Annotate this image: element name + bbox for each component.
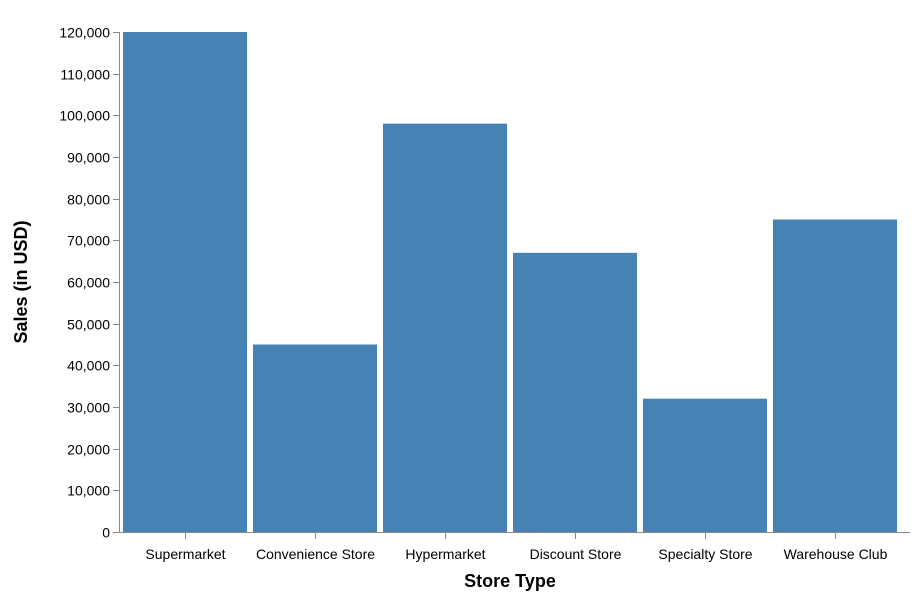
bar-hypermarket[interactable] (383, 123, 507, 533)
y-tick-label: 120,000 (59, 25, 110, 41)
x-tick-label: Warehouse Club (784, 546, 888, 562)
y-tick-label: 60,000 (67, 275, 110, 291)
x-tick-label: Supermarket (145, 546, 225, 562)
y-tick-label: 40,000 (67, 358, 110, 374)
y-tick-label: 80,000 (67, 192, 110, 208)
bar-warehouse-club[interactable] (773, 219, 897, 533)
x-tick-label: Hypermarket (405, 546, 485, 562)
bar-supermarket[interactable] (123, 32, 247, 532)
y-axis-title: Sales (in USD) (11, 220, 31, 343)
y-axis: 0 10,000 20,000 30,000 40,000 50,000 60,000 70,… (59, 25, 120, 541)
bar-specialty-store[interactable] (643, 398, 767, 532)
x-tick-label: Specialty Store (658, 546, 752, 562)
y-tick-label: 30,000 (67, 400, 110, 416)
y-tick-label: 20,000 (67, 442, 110, 458)
x-tick-label: Convenience Store (256, 546, 375, 562)
y-tick-label: 110,000 (60, 67, 110, 83)
x-axis: Supermarket Convenience Store Hypermarket D… (119, 532, 910, 562)
y-tick-label: 70,000 (67, 233, 110, 249)
y-tick-label: 50,000 (67, 317, 110, 333)
y-tick-label: 0 (102, 525, 110, 541)
bar-convenience-store[interactable] (253, 344, 377, 533)
y-tick-label: 90,000 (67, 150, 110, 166)
x-tick-label: Discount Store (530, 546, 622, 562)
bars-group (123, 32, 897, 533)
x-axis-title: Store Type (464, 571, 556, 591)
y-tick-label: 10,000 (67, 483, 110, 499)
bar-discount-store[interactable] (513, 252, 637, 533)
y-tick-label: 100,000 (59, 108, 110, 124)
